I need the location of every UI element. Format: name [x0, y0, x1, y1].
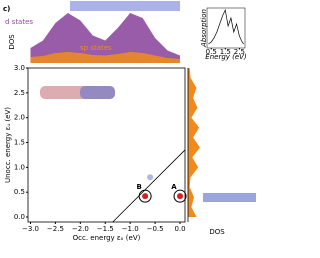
spot-label: B [136, 183, 141, 191]
molecule-images [40, 1, 256, 202]
molecule-main [40, 86, 115, 99]
dos-area [30, 52, 181, 63]
y-tick-label: 0.0 [14, 213, 25, 221]
x-tick-label: −3.0 [22, 225, 39, 233]
legend-label: d states [5, 18, 33, 26]
x-axis-label: Occ. energy εₒ (eV) [73, 234, 141, 242]
y-tick-label: 2.0 [14, 114, 25, 122]
y-tick-label: 1.0 [14, 163, 25, 171]
y-tick-label: 3.0 [14, 64, 25, 72]
x-tick-label: −2.5 [47, 225, 64, 233]
x-tick-label: 2.5 [234, 48, 245, 56]
y-tick-label: 0.5 [14, 188, 25, 196]
inset-frame [206, 7, 246, 49]
x-tick-label: 0.5 [206, 48, 217, 56]
plot-frame [27, 67, 186, 223]
y-axis-label: Unocc. energy εᵤ (eV) [4, 107, 12, 183]
x-tick-label: −1.5 [97, 225, 114, 233]
diagonal-line [112, 149, 186, 223]
x-tick-label: −1.0 [122, 225, 139, 233]
y-axis-label: Absorption [200, 9, 208, 48]
x-tick-label: −0.5 [147, 225, 164, 233]
molecule-right [203, 193, 256, 202]
spot-ring [173, 189, 187, 203]
spot-ring [138, 189, 152, 203]
figure: c) −3.0 −2.5 −2.0 −1.5 −1.0 −0.5 0.0 0.0 0.5 1.0 1… [3, 1, 256, 242]
panel-label: c) [3, 5, 10, 13]
spot [142, 193, 149, 200]
x-axis-label: Energy (eV) [205, 53, 247, 61]
x-tick-label: 1.5 [220, 48, 231, 56]
molecule-main-blue [80, 86, 115, 99]
dos-area [30, 13, 181, 63]
y-axis-label: DOS [8, 34, 16, 50]
x-tick-label: −2.0 [72, 225, 89, 233]
dos-area [188, 68, 200, 218]
spot-label: A [171, 183, 177, 191]
y-tick-label: 2.5 [14, 89, 25, 97]
y-tick-label: 1.5 [14, 139, 25, 147]
legend-label: sp states [80, 44, 112, 52]
absorption-line [208, 8, 244, 45]
molecule-top [70, 1, 180, 11]
spot [147, 174, 154, 181]
spot [177, 193, 184, 200]
x-tick-label: 0.0 [174, 225, 185, 233]
x-axis-label: DOS [209, 228, 225, 236]
